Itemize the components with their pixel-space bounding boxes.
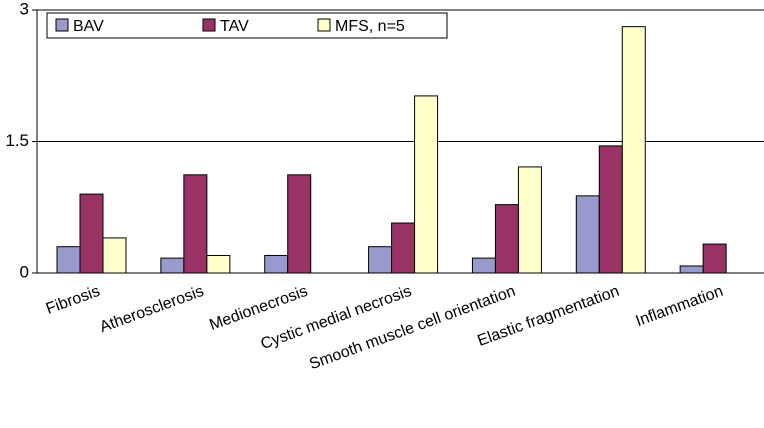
bar	[287, 174, 312, 274]
category-label: Inflammation	[634, 283, 726, 330]
bars-layer	[56, 26, 727, 274]
y-ticks: 01.53	[5, 0, 37, 281]
bar	[414, 95, 439, 274]
legend-label: MFS, n=5	[335, 18, 405, 35]
bar	[79, 193, 104, 274]
category-label: Atherosclerosis	[98, 283, 207, 336]
legend: BAV TAV MFS, n=5	[46, 12, 448, 39]
legend-label: TAV	[220, 18, 249, 35]
y-tick-label: 1.5	[5, 131, 29, 150]
legend-swatch	[55, 18, 69, 32]
bar	[160, 257, 185, 274]
bar	[494, 204, 519, 274]
y-tick-label: 0	[20, 262, 29, 281]
bar	[598, 145, 623, 274]
legend-box	[46, 12, 448, 39]
bar	[517, 166, 542, 274]
bar	[56, 246, 81, 274]
y-tick-label: 3	[20, 0, 29, 18]
bar	[102, 237, 127, 274]
legend-label: BAV	[73, 18, 104, 35]
bar	[368, 246, 393, 274]
legend-swatch	[317, 18, 331, 32]
bar	[702, 243, 727, 274]
bar	[575, 195, 600, 274]
bar	[264, 254, 289, 274]
bar	[206, 254, 231, 274]
bar	[471, 257, 496, 274]
bar	[679, 265, 704, 274]
category-label: Fibrosis	[44, 283, 102, 318]
legend-swatch	[202, 18, 216, 32]
bar	[621, 26, 646, 274]
bar	[183, 174, 208, 274]
bar	[391, 222, 416, 274]
